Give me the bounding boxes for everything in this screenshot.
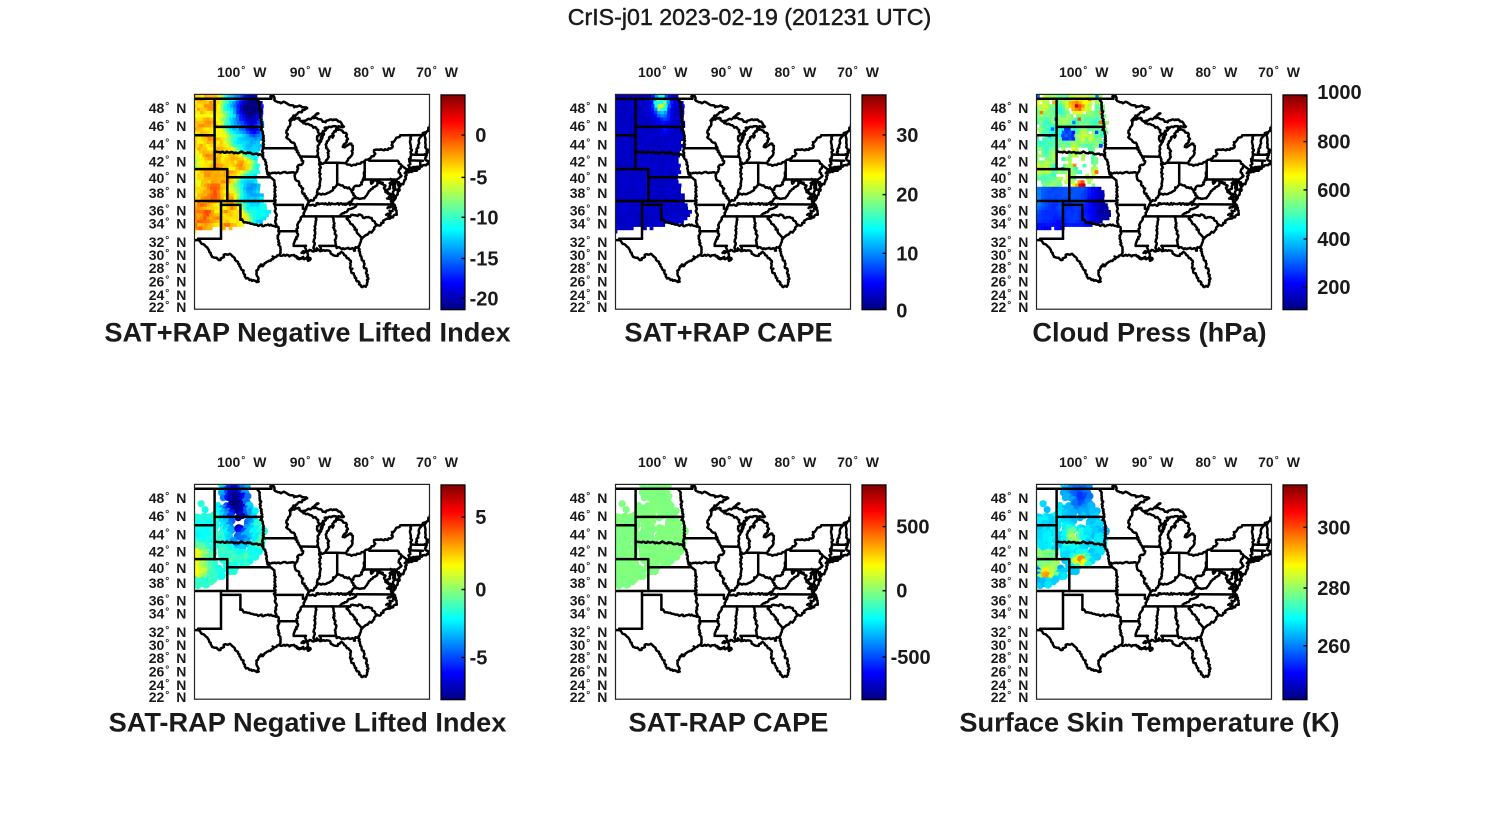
svg-text:0: 0 xyxy=(475,580,486,602)
svg-text:800: 800 xyxy=(1317,132,1350,154)
svg-text:-10: -10 xyxy=(470,207,499,229)
svg-text:280: 280 xyxy=(1317,578,1350,600)
svg-text:0: 0 xyxy=(896,301,907,323)
svg-text:SAT-RAP Negative Lifted Index: SAT-RAP Negative Lifted Index xyxy=(109,707,507,738)
svg-text:500: 500 xyxy=(896,517,929,539)
svg-text:0: 0 xyxy=(475,125,486,147)
svg-text:SAT-RAP CAPE: SAT-RAP CAPE xyxy=(629,707,829,738)
svg-text:CrIS-j01 2023-02-19 (201231 UT: CrIS-j01 2023-02-19 (201231 UTC) xyxy=(568,4,931,30)
svg-text:-5: -5 xyxy=(470,167,488,189)
svg-text:SAT+RAP CAPE: SAT+RAP CAPE xyxy=(624,317,832,348)
svg-text:200: 200 xyxy=(1317,277,1350,299)
svg-text:Surface Skin Temperature (K): Surface Skin Temperature (K) xyxy=(959,707,1339,738)
svg-text:-20: -20 xyxy=(470,288,499,310)
svg-text:600: 600 xyxy=(1317,180,1350,202)
svg-text:10: 10 xyxy=(896,243,918,265)
svg-text:Cloud Press (hPa): Cloud Press (hPa) xyxy=(1032,317,1266,348)
svg-text:300: 300 xyxy=(1317,517,1350,539)
svg-text:1000: 1000 xyxy=(1317,82,1362,104)
svg-text:20: 20 xyxy=(896,185,918,207)
svg-text:SAT+RAP Negative Lifted Index: SAT+RAP Negative Lifted Index xyxy=(104,317,510,348)
svg-text:400: 400 xyxy=(1317,229,1350,251)
svg-text:30: 30 xyxy=(896,125,918,147)
svg-text:260: 260 xyxy=(1317,636,1350,658)
svg-text:0: 0 xyxy=(896,581,907,603)
svg-text:-500: -500 xyxy=(891,647,931,669)
svg-text:-5: -5 xyxy=(470,648,488,670)
svg-text:5: 5 xyxy=(475,507,486,529)
svg-text:-15: -15 xyxy=(470,249,499,271)
